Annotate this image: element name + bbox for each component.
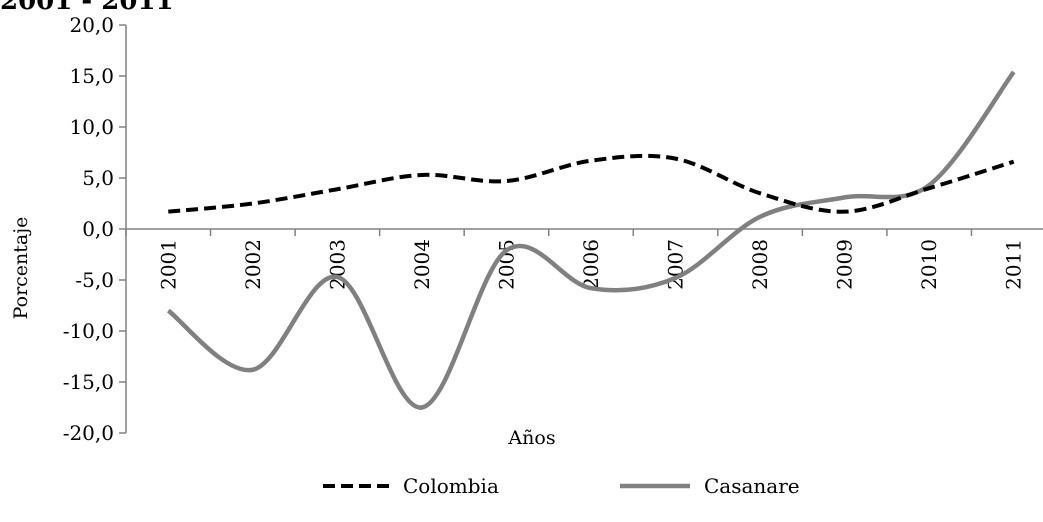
x-tick-label: 2004 [410, 239, 434, 290]
y-tick-label: 20,0 [69, 13, 114, 37]
x-tick-label: 2008 [748, 239, 772, 290]
y-tick-label: 0,0 [82, 217, 114, 241]
x-tick-label: 2011 [1002, 239, 1026, 290]
chart-title: 2001 - 2011 [0, 0, 174, 16]
series-line-casanare [166, 70, 1016, 410]
legend: Colombia Casanare [323, 474, 800, 498]
y-tick-label: 5,0 [82, 166, 114, 190]
x-tick-label: 2001 [156, 239, 180, 290]
y-tick-label: -10,0 [63, 319, 114, 343]
y-tick-label: 10,0 [69, 115, 114, 139]
y-tick-label: -20,0 [63, 421, 114, 445]
y-axis: 20,0 15,0 10,0 5,0 0,0 -5,0 -10,0 -15,0 -20,0 [63, 13, 127, 445]
x-axis-title: Años [507, 427, 555, 449]
x-tick-label: 2002 [241, 239, 265, 290]
x-axis: 2001 2002 2003 2004 2005 2006 2007 2008 2009 2010… [125, 228, 1043, 290]
y-axis-title: Porcentaje [10, 217, 32, 320]
legend-label-casanare: Casanare [704, 474, 800, 498]
series-lines [166, 70, 1016, 410]
y-tick-label: -15,0 [63, 370, 114, 394]
y-tick-label: 15,0 [69, 64, 114, 88]
y-tick-label: -5,0 [75, 268, 114, 292]
series-line-colombia [168, 153, 1015, 214]
x-tick-label: 2009 [833, 239, 857, 290]
x-tick-label: 2006 [579, 239, 603, 290]
x-tick-label: 2010 [917, 239, 941, 290]
legend-label-colombia: Colombia [403, 474, 499, 498]
